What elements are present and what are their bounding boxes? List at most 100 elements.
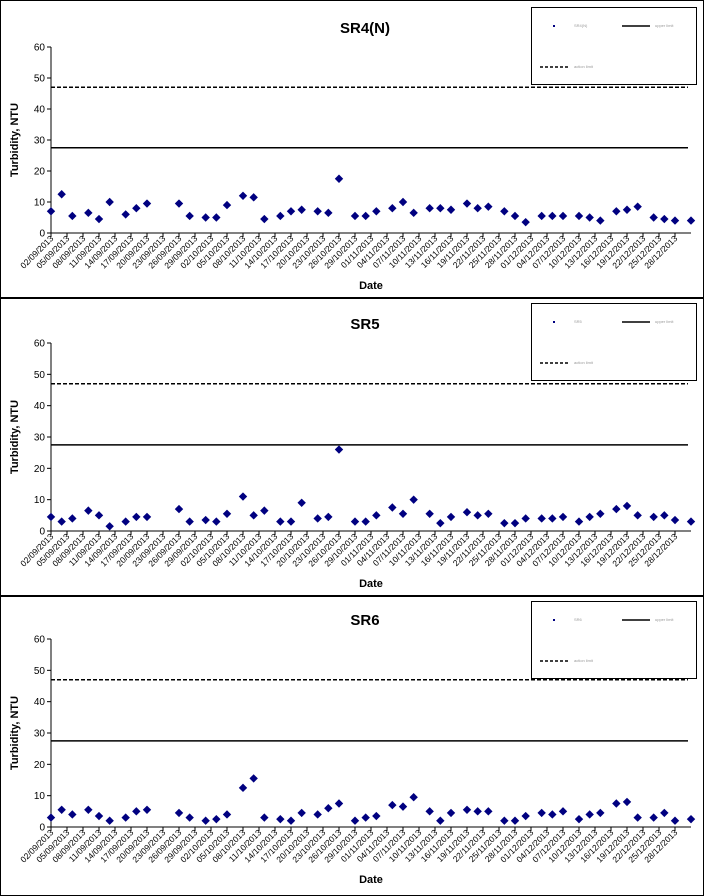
legend-line1-label: upper limit: [655, 617, 674, 622]
data-point: [462, 508, 472, 517]
data-point: [361, 517, 370, 526]
data-point: [548, 810, 557, 819]
data-point: [633, 511, 642, 520]
data-point: [334, 799, 344, 808]
data-point: [260, 506, 269, 515]
legend-line2-label: action limit: [574, 658, 593, 663]
y-tick-label: 0: [39, 823, 45, 834]
data-point: [57, 517, 66, 526]
data-point: [297, 498, 306, 507]
data-point: [222, 810, 232, 819]
data-point: [46, 207, 56, 216]
data-point: [222, 509, 232, 518]
data-point: [313, 207, 322, 216]
data-point: [409, 208, 418, 218]
data-point: [84, 805, 93, 814]
legend-line1-label: upper limit: [655, 23, 674, 28]
data-point: [521, 217, 530, 227]
y-tick-label: 60: [34, 635, 46, 646]
x-axis-label: Date: [359, 280, 383, 292]
data-point: [596, 808, 605, 818]
data-point: [660, 808, 669, 818]
data-point: [622, 501, 632, 511]
data-point: [388, 800, 397, 810]
data-point: [84, 506, 93, 515]
data-point: [361, 813, 370, 822]
data-point: [286, 816, 296, 825]
data-point: [425, 204, 434, 213]
y-axis-label: Turbidity, NTU: [9, 400, 21, 474]
data-point: [174, 808, 184, 818]
data-point: [558, 512, 568, 522]
data-point: [398, 509, 408, 518]
data-point: [334, 445, 344, 454]
data-point: [201, 213, 210, 222]
y-tick-label: 10: [34, 791, 46, 802]
data-point: [313, 810, 322, 819]
data-point: [596, 216, 605, 225]
x-axis-label: Date: [359, 578, 383, 590]
data-point: [361, 211, 370, 221]
data-point: [558, 807, 568, 816]
data-point: [462, 805, 472, 814]
data-point: [212, 213, 221, 222]
data-point: [510, 211, 520, 221]
data-point: [68, 211, 77, 221]
data-point: [436, 204, 445, 213]
chart-panel-sr4n: SR4(N) 0 10 20 30 40 50 60 Turbidity, NTU 02/09/2…: [0, 0, 704, 298]
data-point: [446, 512, 456, 522]
data-point: [94, 811, 104, 821]
y-tick-label: 20: [34, 760, 46, 771]
legend-series-label: SR5: [574, 319, 582, 324]
data-point: [510, 816, 520, 825]
legend-series-label: SR4(N): [574, 23, 588, 28]
data-point: [585, 810, 594, 819]
data-point: [622, 797, 632, 807]
y-tick-label: 0: [39, 527, 45, 538]
data-point: [670, 216, 680, 225]
data-point: [185, 813, 194, 822]
data-point: [660, 511, 669, 520]
legend-marker: [553, 25, 555, 27]
chart-title: SR5: [350, 316, 379, 333]
data-point: [596, 509, 605, 518]
data-point: [238, 783, 248, 793]
data-point: [612, 799, 621, 808]
data-point: [249, 193, 258, 202]
chart-panel-sr6: SR6 0 10 20 30 40 50 60 Turbidity, NTU 02/09/2013…: [0, 596, 704, 896]
y-axis-label: Turbidity, NTU: [9, 696, 21, 770]
y-tick-label: 30: [34, 136, 46, 147]
data-point: [388, 503, 397, 512]
data-point: [297, 205, 306, 214]
data-point: [649, 512, 658, 522]
y-tick-label: 50: [34, 74, 46, 85]
data-point: [68, 514, 77, 523]
data-point: [574, 211, 584, 221]
data-point: [500, 816, 509, 825]
data-point: [201, 816, 210, 825]
data-point: [484, 509, 493, 518]
data-point: [521, 811, 530, 821]
data-point: [548, 211, 557, 221]
data-point: [372, 207, 381, 216]
data-point: [500, 207, 509, 216]
chart-title: SR4(N): [340, 20, 390, 37]
data-point: [649, 213, 658, 222]
data-point: [686, 814, 696, 824]
legend-line2-label: action limit: [574, 64, 593, 69]
data-point: [484, 202, 493, 211]
data-point: [46, 813, 56, 822]
data-point: [121, 517, 130, 526]
legend-sr5: SR5 upper limit action limit: [531, 303, 697, 381]
data-point: [473, 807, 482, 816]
y-tick-label: 60: [34, 43, 46, 54]
legend-symbols: [540, 619, 650, 662]
legend-line2-label: action limit: [574, 360, 593, 365]
data-point: [537, 211, 546, 221]
data-point: [276, 211, 285, 221]
y-tick-label: 20: [34, 464, 46, 475]
data-point: [132, 807, 141, 816]
data-point: [286, 517, 296, 526]
data-point: [612, 504, 621, 514]
